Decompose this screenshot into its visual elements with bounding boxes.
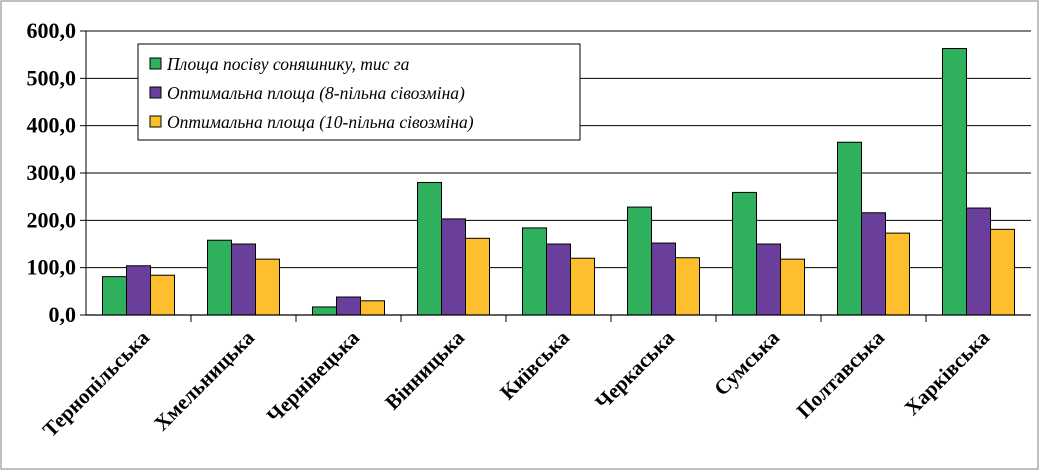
bar [942, 48, 967, 316]
bar [990, 228, 1015, 316]
bar [102, 276, 127, 316]
legend: Площа посіву соняшнику, тис га Оптимальна… [137, 43, 581, 141]
axes [80, 30, 1031, 322]
bar [651, 242, 676, 316]
bar [627, 206, 652, 316]
bar [207, 239, 232, 316]
legend-swatch [149, 57, 162, 70]
bar [861, 212, 886, 316]
bar [522, 227, 547, 316]
bar [150, 274, 175, 316]
bar [756, 243, 781, 316]
bar [312, 306, 337, 316]
y-tick-label: 200,0 [27, 207, 77, 232]
bar [837, 141, 862, 316]
y-tick-label: 600,0 [27, 18, 77, 43]
bar [675, 257, 700, 316]
legend-box [137, 43, 581, 141]
legend-label: Оптимальна площа (8-пільна сівозміна) [167, 83, 465, 103]
y-axis-ticks: 0,0 100,0 200,0 300,0 400,0 500,0 600,0 [27, 18, 77, 327]
bar [732, 191, 757, 316]
bar [546, 243, 571, 316]
bar [126, 265, 151, 316]
bars [102, 48, 1015, 316]
bar [417, 181, 442, 316]
y-tick-label: 400,0 [27, 113, 77, 138]
bar [966, 207, 991, 316]
bar [465, 237, 490, 316]
y-tick-label: 0,0 [49, 302, 77, 327]
legend-swatch [149, 86, 162, 99]
bar [360, 300, 385, 316]
bar [255, 258, 280, 316]
legend-label: Площа посіву соняшнику, тис га [166, 54, 410, 74]
legend-label: Оптимальна площа (10-пільна сівозміна) [167, 112, 474, 132]
bar [336, 296, 361, 316]
bar [231, 243, 256, 316]
bar [570, 257, 595, 316]
bar [780, 258, 805, 316]
legend-swatch [149, 115, 162, 128]
bar [885, 232, 910, 316]
y-tick-label: 300,0 [27, 160, 77, 185]
y-tick-label: 100,0 [27, 255, 77, 280]
bar [441, 218, 466, 316]
y-tick-label: 500,0 [27, 65, 77, 90]
